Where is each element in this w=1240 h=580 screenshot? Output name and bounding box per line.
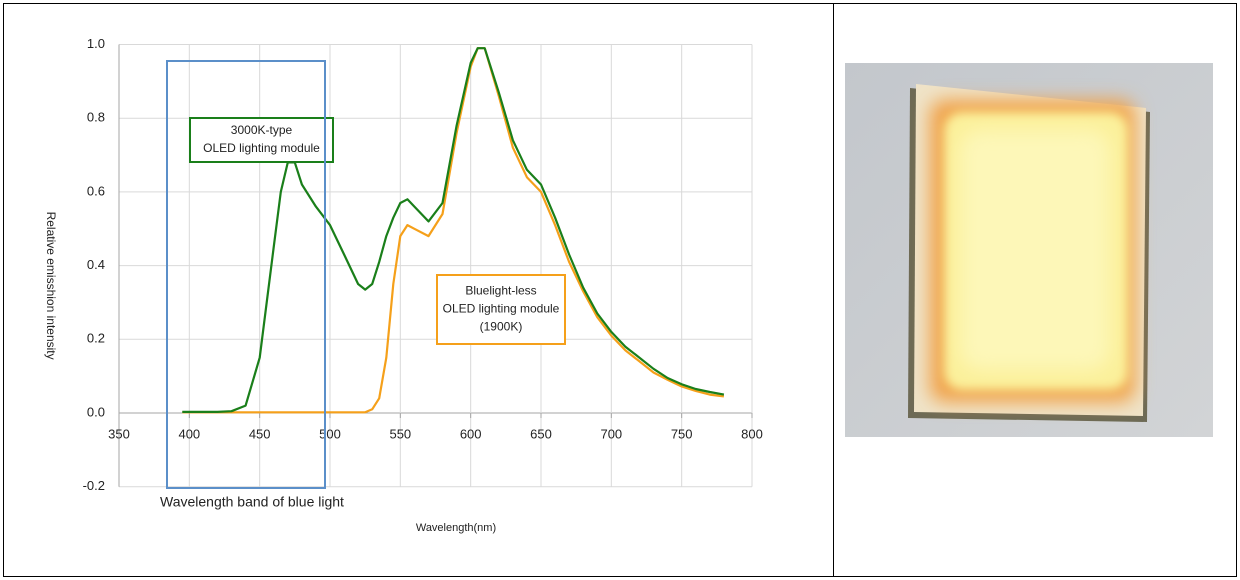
photo [845,63,1213,437]
annotation-text: Bluelight-less [465,284,536,298]
annotation-text: 3000K-type [231,123,293,137]
x-tick-label: 600 [460,426,482,441]
annotation-text: Wavelength band of blue light [160,494,344,510]
x-axis-title: Wavelength(nm) [416,522,496,534]
page: -0.2 0.0 0.2 0.4 0.6 0.8 1.0 350 400 450 500 550 600… [0,0,1240,580]
y-tick-label: 1.0 [87,36,105,51]
y-tick-label: 0.8 [87,110,105,125]
x-tick-label: 750 [671,426,693,441]
x-tick-label: 350 [108,426,130,441]
x-tick-label: 450 [249,426,271,441]
x-tick-label: 800 [741,426,763,441]
y-tick-label: 0.0 [87,404,105,419]
y-tick-label: 0.4 [87,257,105,272]
x-tick-label: 650 [530,426,552,441]
y-tick-label: 0.6 [87,183,105,198]
chart: -0.2 0.0 0.2 0.4 0.6 0.8 1.0 350 400 450 500 550 600… [44,36,763,534]
y-axis-title: Relative emisshion intensity [44,212,58,360]
panel-center [960,130,1110,370]
annotation-text: OLED lighting module [203,141,320,155]
x-tick-label: 500 [319,426,341,441]
y-tick-label: 0.2 [87,331,105,346]
annotation-text: (1900K) [480,320,523,334]
x-tick-label: 700 [600,426,622,441]
series-line [182,48,724,412]
series-line [182,48,724,412]
x-tick-label: 400 [178,426,200,441]
annotation-text: OLED lighting module [443,302,560,316]
y-tick-label: -0.2 [83,478,105,493]
x-tick-label: 550 [389,426,411,441]
